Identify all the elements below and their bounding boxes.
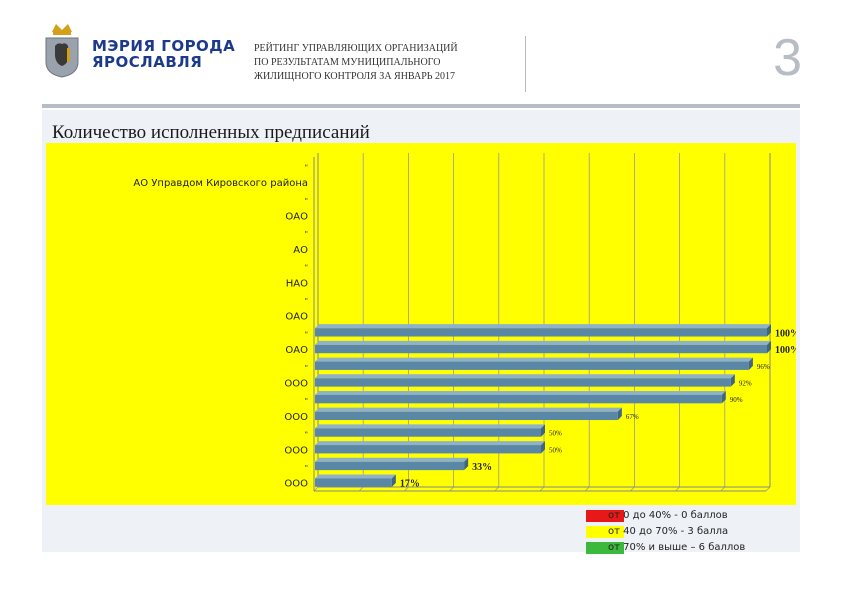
legend-label: от 40 до 70% - 3 балла (608, 526, 729, 537)
bar-side (767, 340, 771, 354)
bar (315, 445, 541, 454)
report-title-line2: ПО РЕЗУЛЬТАТАМ МУНИЦИПАЛЬНОГО (254, 57, 441, 68)
bar-top (315, 324, 771, 329)
page-header: МЭРИЯ ГОРОДА ЯРОСЛАВЛЯ РЕЙТИНГ УПРАВЛЯЮЩ… (0, 0, 842, 110)
bar-top (315, 474, 396, 479)
gridline-floor (630, 486, 635, 492)
legend-swatch-green (586, 542, 624, 554)
bar-side (391, 474, 396, 487)
report-title-line3: ЖИЛИЩНОГО КОНТРОЛЯ ЗА ЯНВАРЬ 2017 (254, 71, 455, 82)
report-title-line1: РЕЙТИНГ УПРАВЛЯЮЩИХ ОРГАНИЗАЦИЙ (254, 43, 458, 54)
data-label: 100% (775, 328, 796, 339)
report-title: РЕЙТИНГ УПРАВЛЯЮЩИХ ОРГАНИЗАЦИЙ ПО РЕЗУЛ… (254, 42, 524, 84)
data-label: 50% (549, 446, 562, 454)
data-label: 92% (739, 379, 752, 387)
legend-item-green: от 70% и выше – 6 баллов (586, 541, 776, 557)
bar-side (767, 324, 771, 337)
gridline-floor (765, 486, 771, 492)
bar-top (315, 390, 726, 395)
gridline-floor (675, 486, 680, 492)
category-label: " (305, 197, 308, 205)
bar-top (315, 340, 771, 345)
gridline-floor (313, 486, 319, 492)
legend-label: от 70% и выше – 6 баллов (608, 542, 746, 553)
bar-top (315, 374, 735, 379)
bar-top (315, 357, 753, 362)
data-label: 50% (549, 430, 562, 438)
page-number: 3 (773, 29, 802, 87)
category-label: АО (293, 245, 308, 256)
org-name-line2: ЯРОСЛАВЛЯ (92, 53, 203, 71)
bar (315, 344, 767, 354)
legend-item-red: от 0 до 40% - 0 баллов (586, 509, 776, 525)
gridline-floor (539, 486, 545, 492)
coat-of-arms-icon (45, 24, 79, 78)
data-label: 33% (472, 462, 492, 473)
bar-side (617, 407, 622, 421)
legend-item-yellow: от 40 до 70% - 3 балла (586, 525, 776, 541)
gridline-floor (720, 486, 726, 492)
bar (315, 378, 731, 387)
bar-side (730, 374, 735, 387)
category-label: ОАО (285, 312, 308, 323)
bar-top (315, 407, 622, 412)
header-rule (42, 104, 800, 108)
bar (315, 411, 618, 421)
bar-side (721, 390, 726, 404)
category-label: " (305, 431, 308, 439)
category-label: ООО (284, 445, 308, 456)
category-label: " (305, 330, 308, 338)
bar (315, 428, 541, 437)
category-label: " (305, 264, 308, 272)
category-label: ОАО (285, 211, 308, 222)
gridline-floor (358, 486, 364, 492)
bar-chart: " АО Управдом Кировского района " ОАО " АО " НА… (133, 153, 796, 492)
bar-top (315, 441, 545, 446)
category-label: " (305, 163, 308, 171)
org-name: МЭРИЯ ГОРОДА ЯРОСЛАВЛЯ (92, 38, 235, 70)
category-label: ООО (284, 412, 308, 423)
gridline-floor (404, 486, 409, 492)
data-label: 67% (626, 413, 639, 421)
category-label: " (305, 364, 308, 372)
category-label: " (305, 464, 308, 472)
bar (315, 361, 749, 370)
legend-label: от 0 до 40% - 0 баллов (608, 510, 728, 521)
legend-swatch-red (586, 510, 624, 522)
gridline-floor (584, 486, 590, 492)
data-label: 96% (757, 363, 770, 371)
category-label: " (305, 230, 308, 238)
category-label: АО Управдом Кировского района (133, 178, 308, 189)
data-label: 17% (400, 479, 420, 490)
data-label: 90% (730, 396, 743, 404)
bar-top (315, 457, 469, 462)
bar-side (748, 357, 753, 370)
bar-side (464, 457, 469, 471)
category-label: ООО (284, 378, 308, 389)
bar (315, 394, 722, 404)
bar (315, 328, 767, 337)
gridline-floor (449, 486, 454, 492)
category-label: ОАО (285, 345, 308, 356)
category-label: " (305, 297, 308, 305)
section-title: Количество исполненных предписаний (52, 122, 370, 143)
category-label: НАО (286, 278, 308, 289)
legend-swatch-yellow (586, 526, 624, 538)
header-divider (525, 36, 526, 92)
category-label: " (305, 397, 308, 405)
bar-top (315, 424, 545, 429)
bar-side (541, 441, 545, 454)
data-label: 100% (775, 345, 796, 356)
bar-side (541, 424, 545, 437)
legend: от 0 до 40% - 0 баллов от 40 до 70% - 3 … (586, 509, 776, 557)
bar (315, 478, 392, 487)
bar (315, 461, 465, 471)
category-label: ООО (284, 479, 308, 490)
gridline-floor (494, 486, 500, 492)
org-name-line1: МЭРИЯ ГОРОДА (92, 37, 236, 55)
